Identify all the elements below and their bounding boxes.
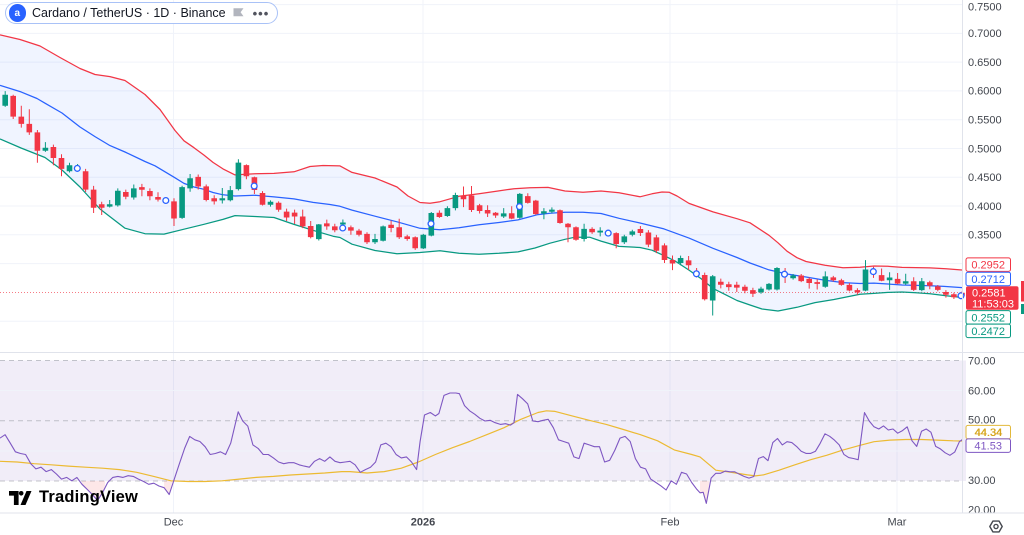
svg-text:0.6000: 0.6000 [968, 86, 1002, 98]
svg-text:0.2952: 0.2952 [971, 260, 1005, 272]
svg-text:11:53:03: 11:53:03 [972, 299, 1014, 311]
svg-text:41.53: 41.53 [974, 441, 1002, 453]
svg-text:60.00: 60.00 [968, 385, 996, 397]
svg-text:0.7500: 0.7500 [968, 1, 1002, 13]
svg-text:0.3500: 0.3500 [968, 230, 1002, 242]
svg-text:0.2712: 0.2712 [971, 274, 1005, 286]
svg-text:70.00: 70.00 [968, 355, 996, 367]
svg-text:44.34: 44.34 [975, 427, 1003, 439]
svg-text:0.6500: 0.6500 [968, 57, 1002, 69]
svg-text:Feb: Feb [661, 517, 680, 529]
svg-text:0.4000: 0.4000 [968, 201, 1002, 213]
svg-text:0.2552: 0.2552 [971, 312, 1005, 324]
svg-text:50.00: 50.00 [968, 414, 996, 426]
svg-text:30.00: 30.00 [968, 475, 996, 487]
svg-text:Dec: Dec [164, 517, 184, 529]
svg-text:44.34: 44.34 [974, 427, 1002, 439]
svg-text:0.2581: 0.2581 [972, 287, 1006, 299]
svg-text:0.7000: 0.7000 [968, 28, 1002, 40]
svg-text:0.2472: 0.2472 [971, 326, 1005, 338]
svg-text:0.5500: 0.5500 [968, 115, 1002, 127]
svg-text:2026: 2026 [411, 517, 435, 529]
svg-text:Mar: Mar [888, 517, 907, 529]
svg-text:0.5000: 0.5000 [968, 143, 1002, 155]
svg-text:0.4500: 0.4500 [968, 172, 1002, 184]
